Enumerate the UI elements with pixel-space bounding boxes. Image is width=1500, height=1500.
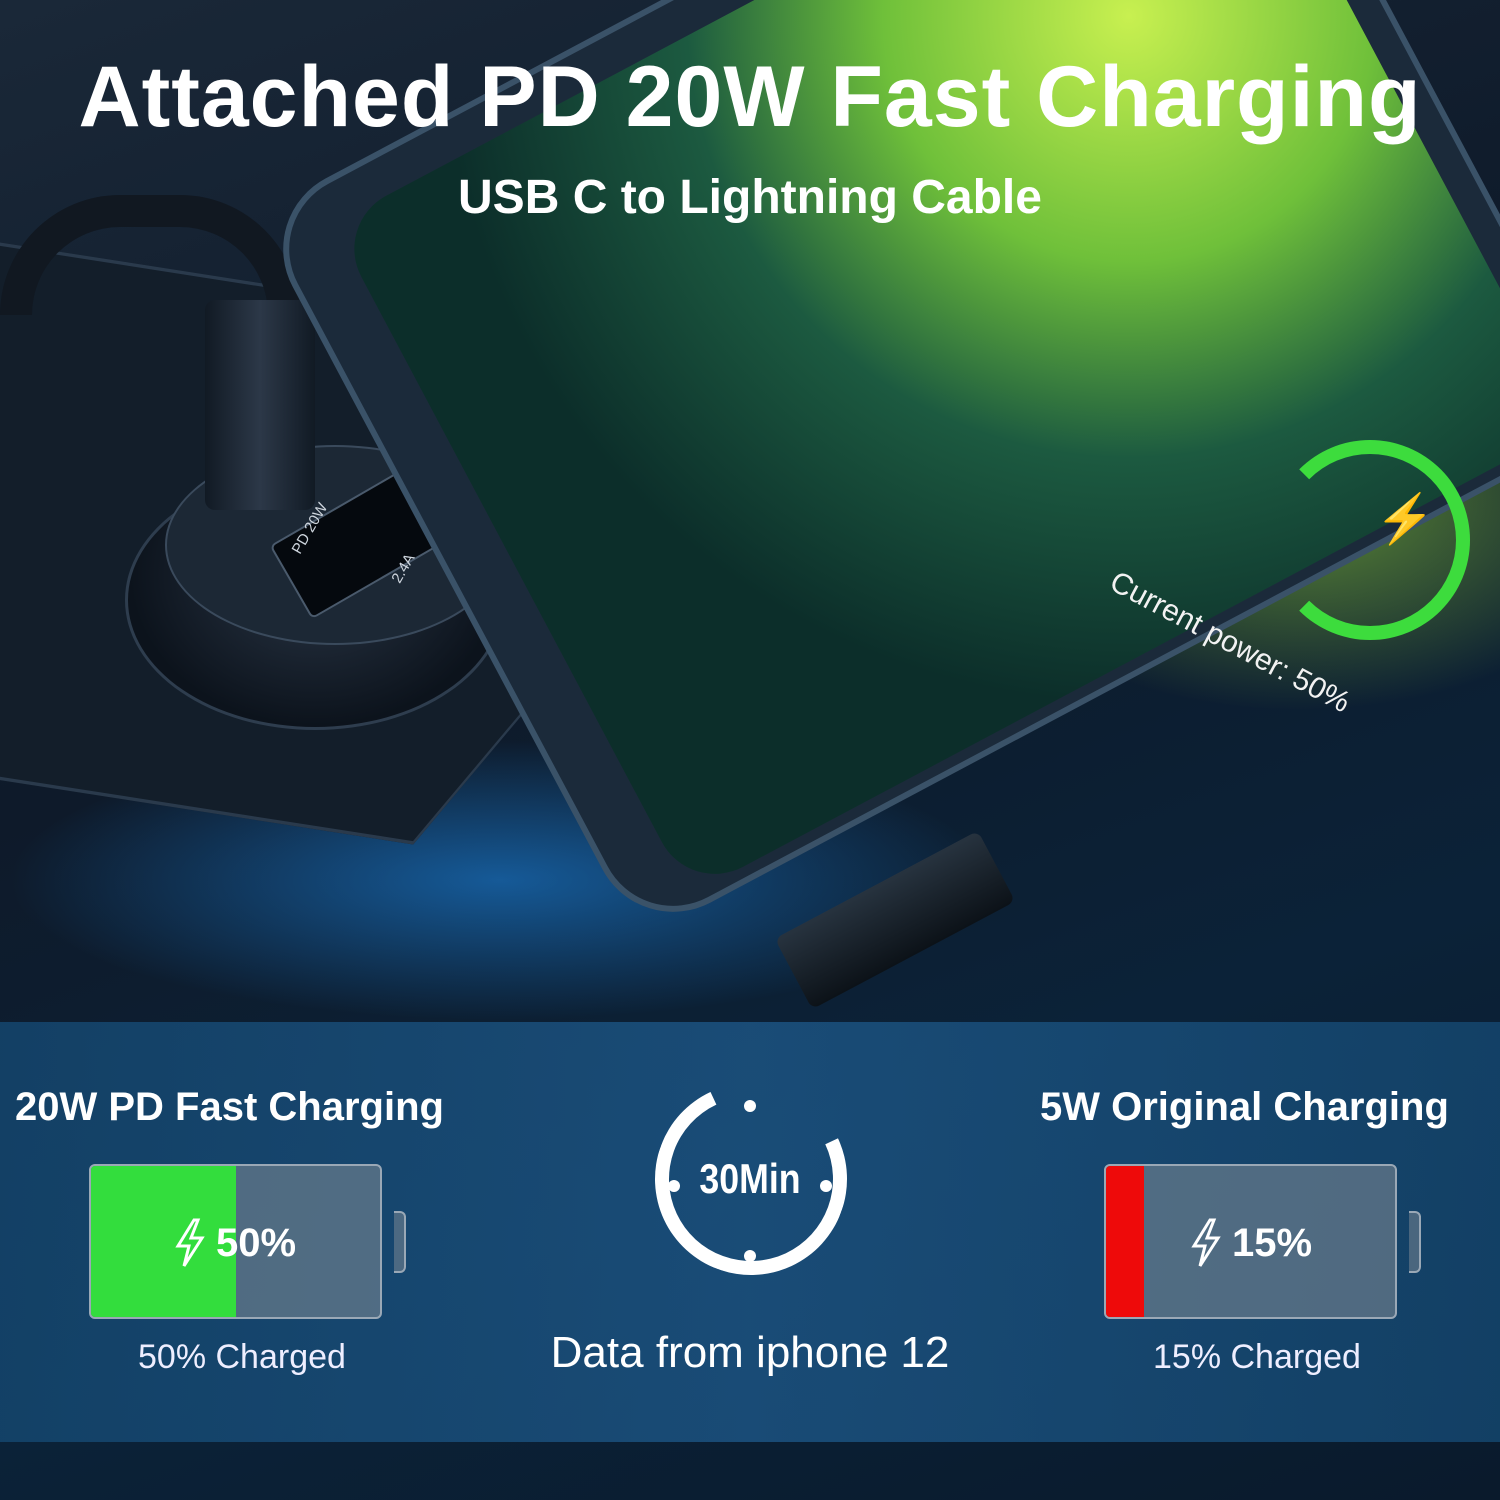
lightning-bolt-icon: [1191, 1218, 1221, 1267]
left-title: 20W PD Fast Charging: [15, 1085, 444, 1129]
battery-nub: [1409, 1211, 1421, 1273]
timer-dot: [668, 1180, 680, 1192]
lightning-bolt-icon: ⚡: [1375, 493, 1435, 546]
battery-50: [89, 1164, 382, 1319]
data-source-note: Data from iphone 12: [550, 1328, 950, 1377]
subheadline: USB C to Lightning Cable: [458, 171, 1042, 224]
right-percent: 15%: [1188, 1218, 1312, 1268]
timer-dot: [744, 1100, 756, 1112]
battery-fill: [1106, 1166, 1144, 1317]
battery-fill: [91, 1166, 236, 1317]
left-caption: 50% Charged: [138, 1338, 346, 1376]
usb-c-plug: [205, 300, 315, 510]
timer-label: 30Min: [699, 1155, 801, 1202]
timer-dot: [820, 1180, 832, 1192]
charging-ring: [1270, 440, 1470, 640]
headline: Attached PD 20W Fast Charging: [78, 49, 1422, 145]
right-caption: 15% Charged: [1153, 1338, 1361, 1376]
right-percent-text: 15%: [1232, 1220, 1313, 1265]
lightning-bolt-icon: [175, 1218, 205, 1267]
right-title: 5W Original Charging: [1040, 1085, 1449, 1129]
battery-15: [1104, 1164, 1397, 1319]
left-percent-text: 50%: [216, 1220, 297, 1265]
battery-nub: [394, 1211, 406, 1273]
left-percent: 50%: [172, 1218, 296, 1268]
timer-dot: [744, 1250, 756, 1262]
